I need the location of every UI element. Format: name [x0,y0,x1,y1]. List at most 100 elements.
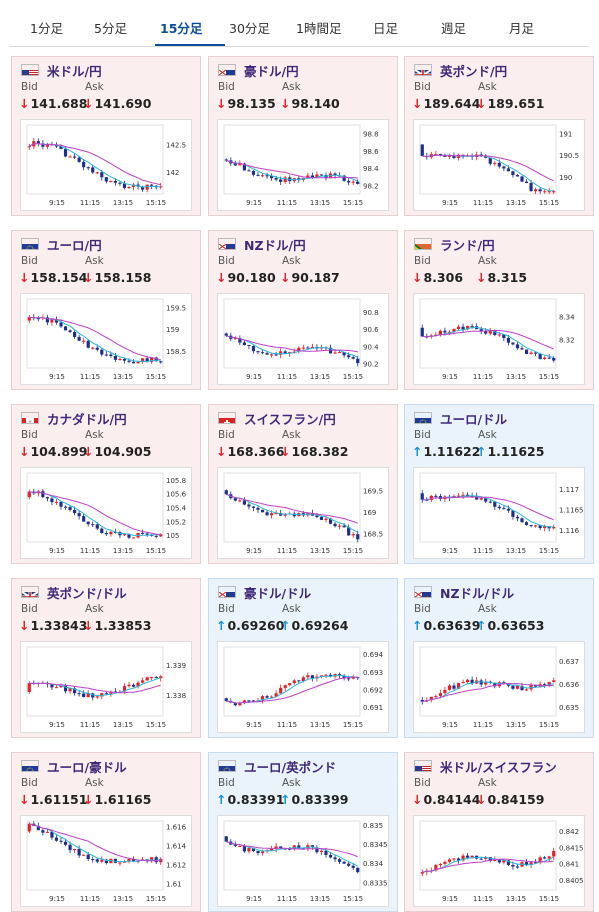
candlestick-chart[interactable]: 0.694 0.693 0.692 0.691 9:15 11:15 13:15 15:15 [217,641,389,733]
candlestick-chart[interactable]: 169.5 169 168.5 9:15 11:15 13:15 15:15 [217,467,389,559]
candle [306,346,310,349]
rate-panel[interactable]: 英ポンド/円 Bid Ask ↓189.644 ↓189.651 191 190.5 190 9… [404,56,594,216]
rate-panel[interactable]: ユーロ/円 Bid Ask ↓158.154 ↓158.158 159.5 159 158.5… [11,230,201,390]
candlestick-chart[interactable]: 159.5 159 158.5 9:15 11:15 13:15 15:15 [20,293,192,385]
candle [534,187,538,194]
candlestick-chart[interactable]: 8.34 8.32 9:15 11:15 13:15 15:15 [413,293,585,385]
candlestick-chart[interactable]: 191 190.5 190 9:15 11:15 13:15 15:15 [413,119,585,211]
candlestick-chart[interactable]: 142.5 142 9:15 11:15 13:15 15:15 [20,119,192,211]
candle [538,681,542,687]
candle [333,855,337,862]
candle [292,177,296,183]
candle [86,340,90,349]
candlestick-chart[interactable]: 0.835 0.8345 0.834 0.8335 9:15 11:15 13:15 15:1… [217,815,389,907]
bid-price: ↓104.899 [19,444,87,459]
candlestick-chart[interactable]: 105.8 105.6 105.4 105.2 105 9:15 11:15 13:15 15:… [20,467,192,559]
candle [288,351,292,357]
ask-value: 1.33853 [94,618,152,633]
pair-name[interactable]: 豪ドル/ドル [244,586,312,601]
tab-1hour[interactable]: 1時間足 [296,21,342,36]
pair-name[interactable]: カナダドル/円 [47,412,127,427]
rate-panel[interactable]: 英ポンド/ドル Bid Ask ↓1.33843 ↓1.33853 1.339 1.338 9… [11,578,201,738]
tab-1min[interactable]: 1分足 [30,21,63,36]
rate-panel[interactable]: ランド/円 Bid Ask ↓8.306 ↓8.315 8.34 8.32 9:15 11:15… [404,230,594,390]
candle [86,690,90,698]
candle [283,175,287,184]
candle [356,676,360,681]
rate-panel[interactable]: ユーロ/ドル Bid Ask ↑1.11622 ↑1.11625 1.117 1.1165 1… [404,404,594,564]
tab-15min[interactable]: 15分足 [160,21,203,36]
y-tick-label: 159 [166,326,179,334]
bid-price: ↓168.366 [216,444,284,459]
rate-panel[interactable]: ユーロ/英ポンド Bid Ask ↑0.83391 ↑0.83399 0.835 0.834… [208,752,398,912]
candlestick-chart[interactable]: 1.616 1.614 1.612 1.61 9:15 11:15 13:15 15:15 [20,815,192,907]
candlestick-chart[interactable]: 90.8 90.6 90.4 90.2 9:15 11:15 13:15 15:15 [217,293,389,385]
pair-name[interactable]: 米ドル/円 [47,64,102,79]
rate-panel[interactable]: カナダドル/円 Bid Ask ↓104.899 ↓104.905 105.8 105.6 1… [11,404,201,564]
pair-name[interactable]: ユーロ/ドル [440,412,508,427]
plot-area [223,472,361,543]
pair-name[interactable]: NZドル/ドル [440,586,515,601]
tab-monthly[interactable]: 月足 [509,21,535,36]
ask-label: Ask [85,81,104,93]
x-tick-label: 13:15 [310,547,330,555]
candle [109,690,113,697]
chart-svg: 1.616 1.614 1.612 1.61 9:15 11:15 13:15 15:15 [26,820,187,903]
ask-label: Ask [478,777,497,789]
bid-value: 0.84144 [423,792,481,807]
candle [91,346,95,350]
candle [256,350,260,355]
x-tick-label: 15:15 [343,895,363,903]
rate-panel[interactable]: ユーロ/豪ドル Bid Ask ↓1.61151 ↓1.61165 1.616 1.614 1… [11,752,201,912]
y-tick-label: 0.692 [363,686,383,694]
candle [443,860,447,866]
pair-name[interactable]: 英ポンド/ドル [47,586,127,601]
pair-name[interactable]: 英ポンド/円 [440,64,508,79]
candle [461,853,465,862]
rate-panel[interactable]: 米ドル/スイスフラン Bid Ask ↓0.84144 ↓0.84159 0.842 0.8… [404,752,594,912]
x-tick-label: 11:15 [80,721,100,729]
rate-panel[interactable]: 豪ドル/円 Bid Ask ↓98.135 ↓98.140 98.8 98.6 98.4 98.… [208,56,398,216]
pair-name[interactable]: ユーロ/豪ドル [47,760,127,775]
candlestick-chart[interactable]: 0.637 0.636 0.635 9:15 11:15 13:15 15:15 [413,641,585,733]
bid-value: 104.899 [30,444,88,459]
y-tick-label: 142 [166,169,179,177]
pair-name[interactable]: ランド/円 [440,238,495,253]
pair-name[interactable]: ユーロ/英ポンド [244,760,337,775]
ask-value: 98.140 [291,96,340,111]
candle [59,319,63,329]
rate-panel[interactable]: スイスフラン/円 Bid Ask ↓168.366 ↓168.382 169.5 169 16… [208,404,398,564]
candle [515,514,520,522]
candle [420,869,424,877]
pair-name[interactable]: 米ドル/スイスフラン [440,760,557,775]
candle [543,355,547,361]
au-flag-icon [218,64,236,76]
pair-name[interactable]: スイスフラン/円 [244,412,336,427]
candle [351,531,355,538]
candle [475,676,479,685]
bid-value: 0.83391 [227,792,285,807]
candle [420,144,424,157]
tab-weekly[interactable]: 週足 [441,21,467,36]
rate-panel[interactable]: NZドル/円 Bid Ask ↓90.180 ↓90.187 90.8 90.6 90.4 90… [208,230,398,390]
pair-name[interactable]: NZドル/円 [244,238,306,253]
ma-long-line [29,823,161,862]
plot-area [26,646,164,717]
tab-daily[interactable]: 日足 [373,21,399,36]
pair-name[interactable]: ユーロ/円 [47,238,102,253]
candlestick-chart[interactable]: 0.842 0.8415 0.841 0.8405 9:15 11:15 13:15 15:1… [413,815,585,907]
candlestick-chart[interactable]: 98.8 98.6 98.4 98.2 9:15 11:15 13:15 15:15 [217,119,389,211]
pair-name[interactable]: 豪ドル/円 [244,64,299,79]
plot-area [26,124,164,195]
tab-30min[interactable]: 30分足 [229,21,270,36]
rate-panel[interactable]: 豪ドル/ドル Bid Ask ↑0.69260 ↑0.69264 0.694 0.693 0.… [208,578,398,738]
candlestick-chart[interactable]: 1.339 1.338 9:15 11:15 13:15 15:15 [20,641,192,733]
candle [306,672,310,680]
candle [338,523,342,530]
rate-panel[interactable]: NZドル/ドル Bid Ask ↑0.63639 ↑0.63653 0.637 0.636 0… [404,578,594,738]
rate-panel[interactable]: 米ドル/円 Bid Ask ↓141.688 ↓141.690 142.5 142 9:15 1… [11,56,201,216]
candle [68,687,72,694]
x-tick-label: 11:15 [473,547,493,555]
tab-5min[interactable]: 5分足 [94,21,127,36]
candlestick-chart[interactable]: 1.117 1.1165 1.116 9:15 11:15 13:15 15:15 [413,467,585,559]
